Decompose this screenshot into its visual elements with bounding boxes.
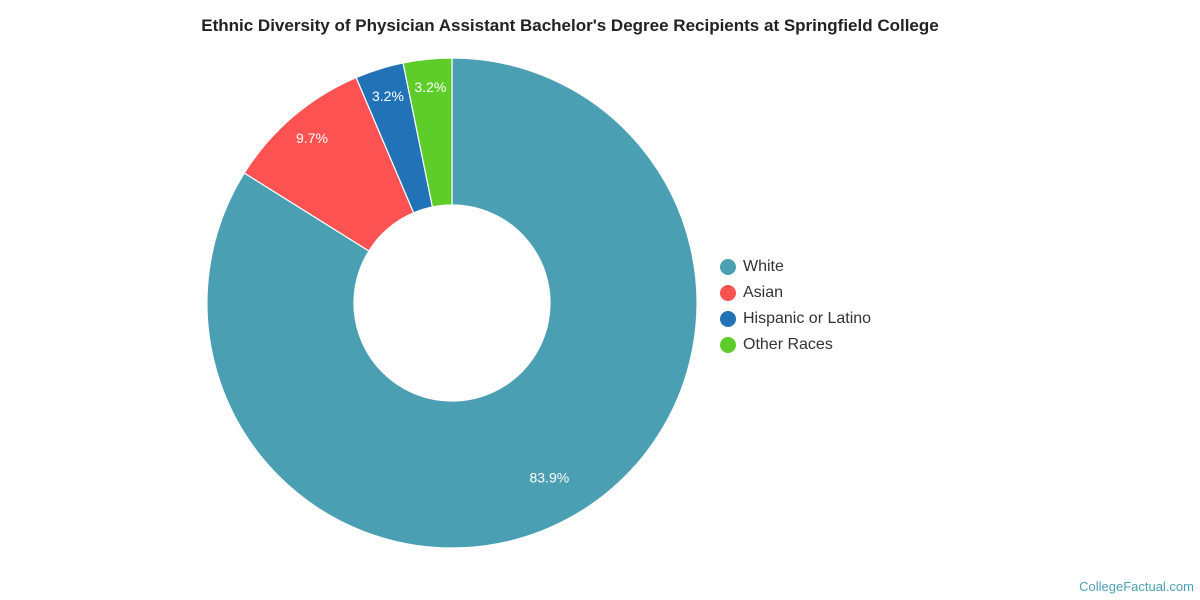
legend-swatch-icon [720,311,736,327]
legend-label: White [743,258,784,275]
legend-label: Other Races [743,336,833,353]
legend-label: Hispanic or Latino [743,310,872,327]
watermark[interactable]: CollegeFactual.com [1079,579,1194,594]
legend-swatch-icon [720,337,736,353]
data-label-asian: 9.7% [296,130,328,146]
data-label-other-races: 3.2% [414,79,446,95]
data-label-hispanic-or-latino: 3.2% [372,88,404,104]
legend-swatch-icon [720,259,736,275]
slices-group [206,57,698,549]
legend: White Asian Hispanic or Latino Other Races [720,254,871,358]
legend-swatch-icon [720,285,736,301]
data-labels-group: 83.9% 9.7% 3.2% 3.2% [296,79,569,485]
legend-item-white[interactable]: White [720,254,871,280]
legend-item-asian[interactable]: Asian [720,280,871,306]
legend-label: Asian [743,284,784,301]
data-label-white: 83.9% [529,469,569,485]
slice-other-races[interactable] [402,57,453,208]
legend-item-hispanic-or-latino[interactable]: Hispanic or Latino [720,306,871,332]
chart-title: Ethnic Diversity of Physician Assistant … [201,16,939,35]
slice-white[interactable] [206,57,698,549]
legend-item-other-races[interactable]: Other Races [720,332,871,358]
